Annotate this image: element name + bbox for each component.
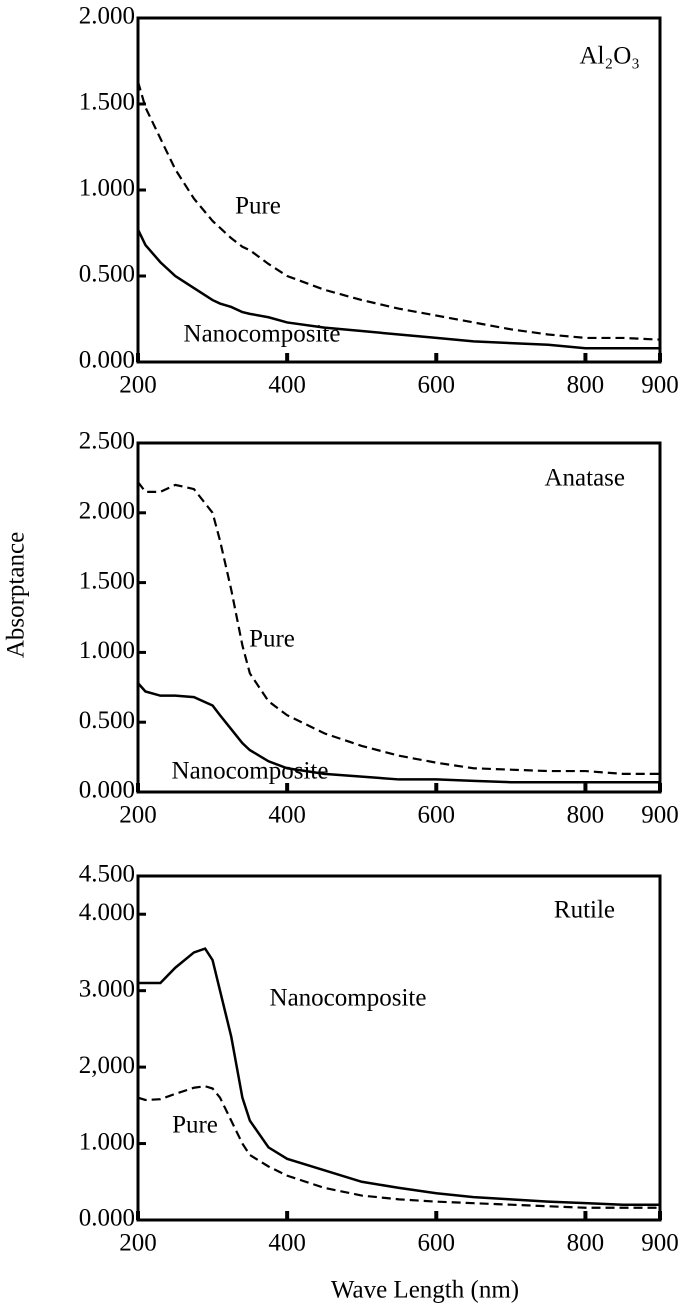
panel-title: Al₂O₃ [580,43,641,70]
y-tick-label: 1.000 [79,175,135,202]
line-solid [138,947,660,1206]
x-tick-label: 900 [641,802,679,829]
plot-frame [136,874,662,1222]
line-dashed [136,81,661,341]
y-tick-label: 0.500 [79,707,135,734]
plot-frame [136,441,662,794]
x-tick-label: 400 [268,1230,306,1257]
line-solid [137,682,660,784]
x-tick-label: 600 [418,802,456,829]
series-label: Nanocomposite [184,321,341,348]
y-tick-label: 4.000 [79,899,135,926]
series-label: Pure [249,626,295,653]
line-dashed [137,1085,660,1209]
y-tick-label: 0.000 [79,347,135,374]
panel-title: Rutile [554,897,615,924]
y-tick-label: 0.000 [79,1205,135,1232]
x-tick-label: 900 [641,372,679,399]
x-tick-label: 800 [567,802,605,829]
y-tick-label: 2.500 [79,428,135,455]
y-tick-label: 2.000 [79,3,135,30]
x-tick-label: 900 [641,1230,679,1257]
y-tick-label: 0.000 [79,777,135,804]
series-label: Pure [172,1112,218,1139]
series-label: Nanocomposite [270,985,427,1012]
x-tick-label: 600 [418,372,456,399]
x-tick-label: 800 [567,1230,605,1257]
y-tick-label: 0.500 [79,261,135,288]
x-tick-label: 200 [119,372,157,399]
y-tick-label: 2,000 [79,1052,135,1079]
y-tick-label: 2.000 [79,498,135,525]
line-solid [136,229,660,350]
y-tick-label: 1.500 [79,89,135,116]
line-dashed [137,481,660,775]
x-axis-label: Wave Length (nm) [331,1277,519,1304]
y-tick-label: 1.500 [79,567,135,594]
y-tick-label: 1.000 [79,637,135,664]
y-tick-label: 3.000 [79,975,135,1002]
y-tick-label: 1.000 [79,1128,135,1155]
x-tick-label: 800 [567,372,605,399]
x-tick-label: 200 [119,1230,157,1257]
panel-title: Anatase [544,465,625,492]
y-tick-label: 4.500 [79,861,135,888]
y-axis-label: Absorptance [3,532,30,658]
series-label: Nanocomposite [172,758,329,785]
x-tick-label: 200 [119,802,157,829]
x-tick-label: 400 [268,372,306,399]
x-tick-label: 600 [418,1230,456,1257]
series-label: Pure [235,193,281,220]
x-tick-label: 400 [268,802,306,829]
